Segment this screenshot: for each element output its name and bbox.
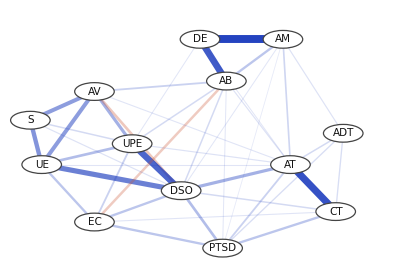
Text: ADT: ADT — [332, 128, 354, 138]
Text: UPE: UPE — [122, 139, 142, 149]
Ellipse shape — [75, 83, 114, 100]
Text: AM: AM — [275, 34, 291, 44]
Text: AB: AB — [219, 76, 234, 86]
Ellipse shape — [75, 213, 114, 231]
Text: CT: CT — [329, 207, 342, 217]
Text: DE: DE — [193, 34, 207, 44]
Ellipse shape — [324, 124, 363, 142]
Text: EC: EC — [88, 217, 101, 227]
Ellipse shape — [10, 111, 50, 129]
Text: S: S — [27, 115, 34, 125]
Ellipse shape — [180, 30, 220, 48]
Ellipse shape — [161, 182, 201, 200]
Text: AT: AT — [284, 160, 297, 170]
Ellipse shape — [112, 135, 152, 153]
Ellipse shape — [263, 30, 303, 48]
Ellipse shape — [271, 156, 310, 173]
Ellipse shape — [203, 239, 242, 257]
Ellipse shape — [22, 156, 62, 173]
Text: UE: UE — [35, 160, 49, 170]
Text: PTSD: PTSD — [209, 243, 236, 253]
Text: DSO: DSO — [170, 186, 192, 196]
Ellipse shape — [316, 203, 356, 220]
Ellipse shape — [206, 72, 246, 90]
Text: AV: AV — [88, 86, 101, 96]
